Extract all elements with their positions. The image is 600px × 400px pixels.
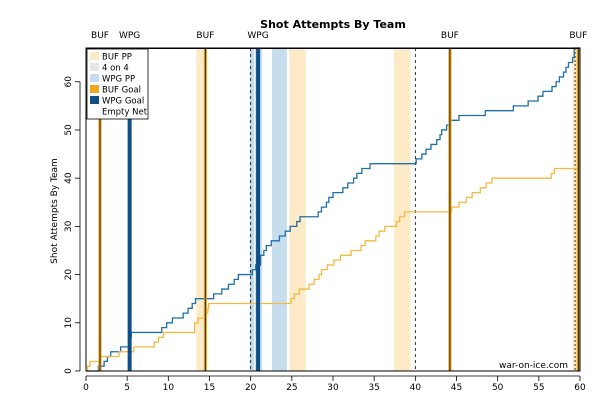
period-break-lines [85,48,581,371]
shaded-region-buf-pp [393,48,411,371]
x-tick-label: 55 [533,383,544,393]
plot-area [85,47,581,372]
x-tick-label: 30 [327,383,339,393]
legend-label: Empty Net [102,108,148,118]
y-axis-label: Shot Attempts By Team [50,158,60,264]
y-tick-label: 40 [64,172,74,184]
goal-labels: BUF WPG BUF WPG BUF BUF [91,31,587,41]
series-lines [86,47,580,372]
y-tick-label: 0 [64,368,74,374]
x-tick-label: 20 [245,383,257,393]
x-tick-label: 0 [83,383,89,393]
legend-label: BUF PP [102,53,132,63]
x-tick-label: 50 [492,383,504,393]
top-frame-line [86,48,580,49]
legend-label: WPG Goal [102,97,144,107]
y-tick-label: 50 [64,124,74,136]
shaded-region-wpg-pp [249,48,254,371]
shaded-regions [196,48,580,371]
legend-swatch [90,85,99,93]
legend-swatch [90,96,99,104]
x-axis: 0 5 10 15 20 25 30 35 40 45 50 55 60 [83,375,586,393]
x-tick-label: 60 [574,383,586,393]
goal-line-wpg [256,48,261,371]
shaded-region-buf-pp [572,48,580,371]
legend-swatch [90,74,99,82]
goal-label: WPG [247,31,268,41]
x-tick-label: 45 [451,383,462,393]
legend-label: BUF Goal [102,86,141,96]
y-tick-label: 60 [64,76,74,88]
y-tick-label: 10 [64,317,74,329]
shaded-region-buf-pp [289,48,306,371]
x-tick-label: 25 [286,383,297,393]
x-tick-label: 35 [368,383,379,393]
plot-frame [85,47,581,372]
y-tick-label: 30 [64,220,74,232]
x-tick-label: 5 [124,383,130,393]
series-line-buf [86,167,580,372]
x-tick-label: 15 [204,383,215,393]
goal-label: WPG [119,31,140,41]
goal-line-wpg [127,48,132,371]
watermark: war-on-ice.com [499,361,568,371]
legend-label: 4 on 4 [102,64,129,74]
chart-title: Shot Attempts By Team [260,18,406,31]
shaded-region-buf-pp [196,48,207,371]
legend-box [86,48,149,120]
goal-label: BUF [441,31,459,41]
y-tick-label: 20 [64,269,74,281]
goal-lines [98,48,580,371]
series-line-wpg [86,47,580,372]
shaded-region-wpg-pp [272,48,287,371]
x-tick-label: 40 [410,383,422,393]
x-tick-label: 10 [163,383,175,393]
goal-label: BUF [196,31,214,41]
legend-swatch [90,52,99,60]
y-axis: 0 10 20 30 40 50 60 [64,76,81,374]
legend-swatch [90,63,99,71]
goal-label: BUF [569,31,587,41]
legend-label: WPG PP [102,75,135,85]
goal-label: BUF [91,31,109,41]
